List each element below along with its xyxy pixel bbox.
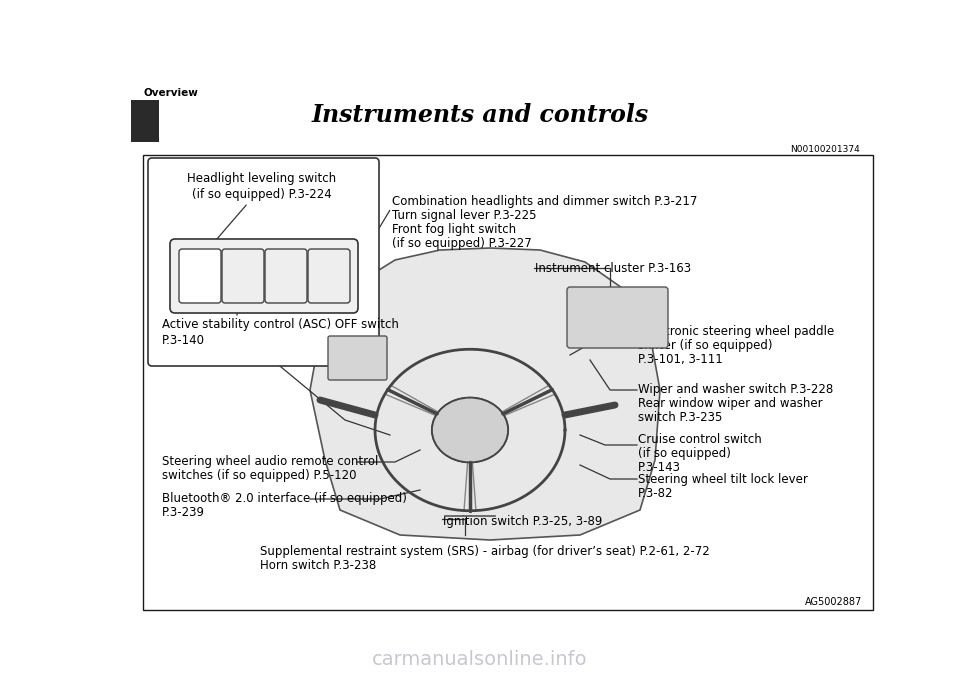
Text: Wiper and washer switch P.3-228: Wiper and washer switch P.3-228 — [638, 383, 833, 396]
Text: P.3-239: P.3-239 — [162, 506, 205, 519]
Text: carmanualsonline.info: carmanualsonline.info — [372, 650, 588, 669]
FancyBboxPatch shape — [265, 249, 307, 303]
Bar — [143, 155, 873, 610]
Text: Overview: Overview — [143, 88, 198, 98]
Ellipse shape — [432, 398, 508, 462]
Text: Combination headlights and dimmer switch P.3-217: Combination headlights and dimmer switch… — [392, 195, 697, 208]
FancyBboxPatch shape — [328, 336, 387, 380]
Text: Ignition switch P.3-25, 3-89: Ignition switch P.3-25, 3-89 — [443, 515, 602, 528]
Text: P.3-101, 3-111: P.3-101, 3-111 — [638, 353, 723, 366]
FancyBboxPatch shape — [222, 249, 264, 303]
Text: N00100201374: N00100201374 — [790, 145, 860, 154]
Text: Turn signal lever P.3-225: Turn signal lever P.3-225 — [392, 209, 537, 222]
Text: switches (if so equipped) P.5-120: switches (if so equipped) P.5-120 — [162, 469, 356, 482]
Text: shifter (if so equipped): shifter (if so equipped) — [638, 339, 773, 352]
Text: AG5002887: AG5002887 — [804, 597, 862, 607]
FancyBboxPatch shape — [567, 287, 668, 348]
Text: (if so equipped): (if so equipped) — [638, 447, 731, 460]
Text: Steering wheel audio remote control: Steering wheel audio remote control — [162, 455, 378, 468]
Text: Front fog light switch: Front fog light switch — [392, 223, 516, 236]
Text: Instruments and controls: Instruments and controls — [311, 103, 649, 127]
Text: Supplemental restraint system (SRS) - airbag (for driver’s seat) P.2-61, 2-72: Supplemental restraint system (SRS) - ai… — [260, 545, 709, 558]
Text: Headlight leveling switch
(if so equipped) P.3-224: Headlight leveling switch (if so equippe… — [187, 172, 337, 201]
Text: Steering wheel tilt lock lever: Steering wheel tilt lock lever — [638, 473, 808, 486]
Polygon shape — [310, 248, 660, 540]
Text: Sportronic steering wheel paddle: Sportronic steering wheel paddle — [638, 325, 834, 338]
Text: Active stability control (ASC) OFF switch
P.3-140: Active stability control (ASC) OFF switc… — [162, 318, 398, 347]
Text: Bluetooth® 2.0 interface (if so equipped): Bluetooth® 2.0 interface (if so equipped… — [162, 492, 407, 505]
FancyBboxPatch shape — [308, 249, 350, 303]
FancyBboxPatch shape — [170, 239, 358, 313]
Bar — [131, 100, 159, 142]
Text: Rear window wiper and washer: Rear window wiper and washer — [638, 397, 823, 410]
Text: Cruise control switch: Cruise control switch — [638, 433, 761, 446]
FancyBboxPatch shape — [179, 249, 221, 303]
Text: P.3-82: P.3-82 — [638, 487, 674, 500]
Text: Horn switch P.3-238: Horn switch P.3-238 — [260, 559, 376, 572]
Text: (if so equipped) P.3-227: (if so equipped) P.3-227 — [392, 237, 532, 250]
Text: P.3-143: P.3-143 — [638, 461, 681, 474]
FancyBboxPatch shape — [148, 158, 379, 366]
Text: switch P.3-235: switch P.3-235 — [638, 411, 722, 424]
Text: Instrument cluster P.3-163: Instrument cluster P.3-163 — [535, 262, 691, 275]
